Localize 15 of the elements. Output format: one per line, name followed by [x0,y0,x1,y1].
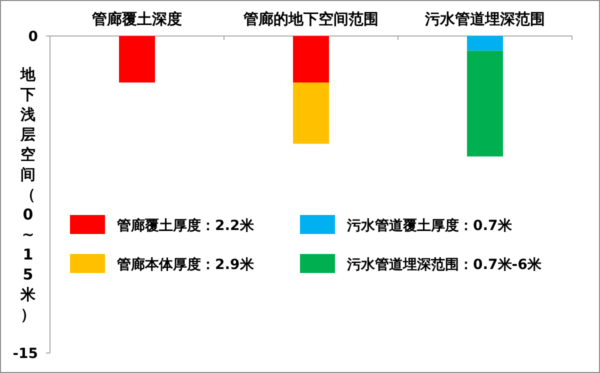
text: 地下浅层空间（0~15米） [20,66,36,324]
bar [467,36,503,51]
y-tick-label: 0 [28,29,38,45]
bar [293,36,329,82]
bar [467,50,503,156]
legend-label: 管廊本体厚度：2.9米 [116,256,255,273]
x-tick-label: 管廊的地下空间范围 [242,10,378,28]
bar [293,82,329,144]
bar [119,36,155,82]
x-tick-label: 污水管道埋深范围 [424,10,545,28]
x-tick-label: 管廊覆土深度 [91,10,182,28]
legend-label: 污水管道埋深范围：0.7米-6米 [346,257,542,273]
legend-label: 管廊覆土厚度：2.2米 [116,217,255,234]
legend-label: 污水管道覆土厚度：0.7米 [346,217,513,234]
y-tick-label: -15 [12,346,38,362]
